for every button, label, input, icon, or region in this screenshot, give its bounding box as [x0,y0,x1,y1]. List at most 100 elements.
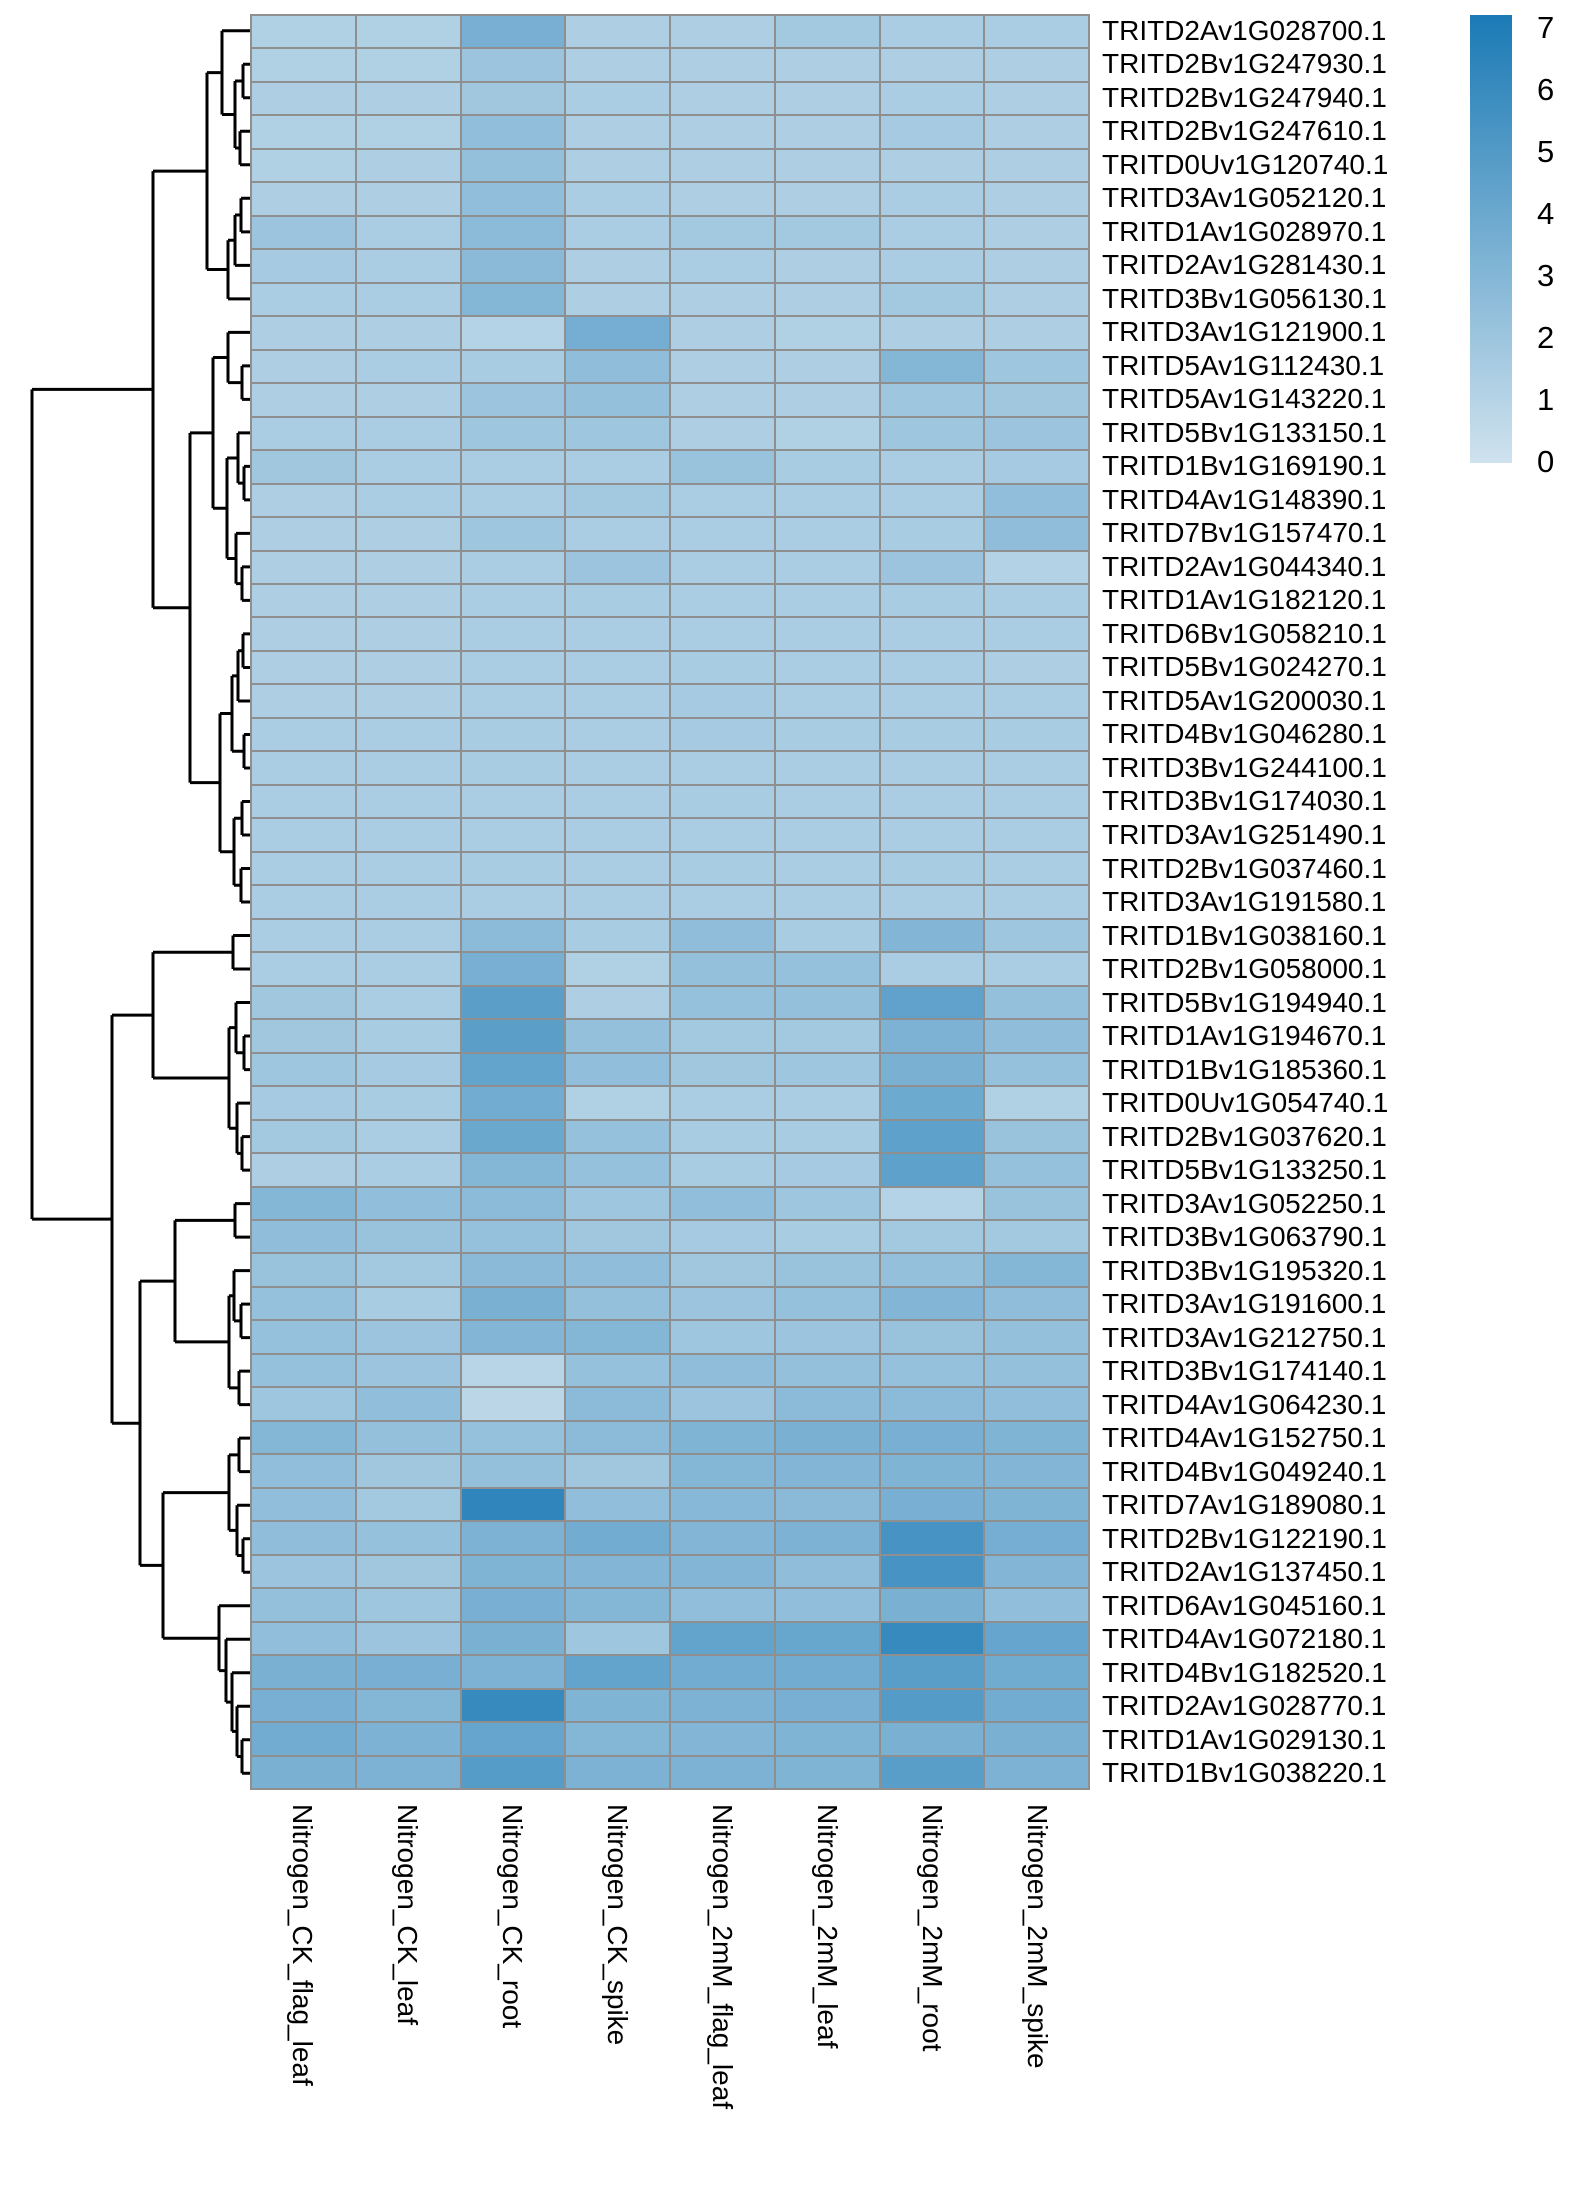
row-dendrogram [30,29,250,1775]
heatmap-cell [880,49,984,81]
heatmap-cell [252,551,355,584]
heatmap-cell [985,551,1088,584]
heatmap-cell [566,451,669,483]
heatmap-cell [461,149,565,182]
heatmap-cell [356,1087,460,1119]
heatmap-cell [880,651,984,684]
heatmap-cell [775,1488,879,1521]
heatmap-cell [671,1120,774,1153]
heatmap-cell [252,518,355,550]
heatmap-cell [566,685,669,717]
heatmap-cell [252,49,355,81]
heatmap-cell [985,384,1088,416]
heatmap-cell [252,317,355,349]
heatmap-cell [356,1287,460,1320]
heatmap-cell [566,16,669,48]
heatmap-cell [461,1656,565,1688]
heatmap-cell [356,1488,460,1521]
heatmap-cell [566,417,669,450]
heatmap-cell [880,1589,984,1621]
heatmap-cell [252,886,355,918]
heatmap-cell [252,484,355,517]
heatmap-cell [461,819,565,851]
heatmap-cell [985,1020,1088,1052]
heatmap-cell [461,1321,565,1353]
row-label: TRITD4Av1G072180.1 [1102,1623,1387,1655]
heatmap-cell [671,1187,774,1219]
heatmap-cell [566,116,669,148]
heatmap-cell [671,216,774,249]
heatmap-cell [566,919,669,952]
heatmap-cell [252,1354,355,1387]
heatmap-cell [461,1622,565,1655]
heatmap-cell [356,1589,460,1621]
heatmap-cell [671,1020,774,1052]
heatmap-cell [566,1287,669,1320]
heatmap-cell [880,116,984,148]
heatmap-cell [671,585,774,617]
heatmap-cell [671,1756,774,1788]
heatmap-cell [671,149,774,182]
heatmap-cell [461,1723,565,1755]
legend-tick-label: 0 [1537,444,1555,479]
heatmap-cell [461,651,565,684]
heatmap-cell [252,1555,355,1588]
heatmap-cell [356,451,460,483]
heatmap-cell [671,1053,774,1086]
heatmap-cell [356,1321,460,1353]
heatmap-cell [566,618,669,650]
heatmap-cell [252,953,355,985]
legend-tick-label: 2 [1537,320,1555,355]
heatmap-cell [671,484,774,517]
heatmap-cell [356,49,460,81]
row-label: TRITD4Bv1G046280.1 [1102,718,1387,750]
heatmap-cell [985,819,1088,851]
heatmap-cell [985,1756,1088,1788]
heatmap-cell [461,1254,565,1286]
row-label: TRITD4Av1G152750.1 [1102,1422,1387,1454]
heatmap-cell [356,1220,460,1253]
heatmap-cell [252,986,355,1019]
heatmap-cell [461,283,565,316]
heatmap-cell [775,250,879,282]
heatmap-cell [566,1656,669,1688]
heatmap-cell [985,1488,1088,1521]
heatmap-cell [461,1756,565,1788]
row-label: TRITD2Bv1G037620.1 [1102,1120,1387,1152]
heatmap-cell [356,1421,460,1454]
row-label: TRITD3Av1G191600.1 [1102,1288,1387,1320]
heatmap-cell [356,1020,460,1052]
heatmap-cell [775,819,879,851]
heatmap-cell [985,953,1088,985]
heatmap-cell [985,785,1088,818]
row-label: TRITD1Bv1G038160.1 [1102,919,1387,951]
heatmap-cell [985,183,1088,215]
heatmap-cell [985,1220,1088,1253]
heatmap-cell [985,1187,1088,1219]
row-label: TRITD4Bv1G049240.1 [1102,1455,1387,1487]
heatmap-cell [566,1589,669,1621]
heatmap-cell [461,116,565,148]
heatmap-cell [775,49,879,81]
heatmap-cell [775,216,879,249]
heatmap-cell [880,283,984,316]
heatmap-cell [775,1187,879,1219]
heatmap-cell [775,651,879,684]
heatmap-cell [356,819,460,851]
heatmap-cell [566,1689,669,1722]
heatmap-cell [566,1220,669,1253]
heatmap-cell [356,350,460,383]
heatmap-cell [775,417,879,450]
heatmap-cell [566,1120,669,1153]
heatmap-cell [671,283,774,316]
heatmap-cell [985,1689,1088,1722]
heatmap-cell [356,718,460,751]
heatmap-cell [461,618,565,650]
heatmap-cell [775,1220,879,1253]
heatmap-cell [775,585,879,617]
heatmap-cell [566,317,669,349]
heatmap-cell [461,785,565,818]
heatmap-cell [461,16,565,48]
heatmap-cell [252,350,355,383]
heatmap-cell [880,451,984,483]
